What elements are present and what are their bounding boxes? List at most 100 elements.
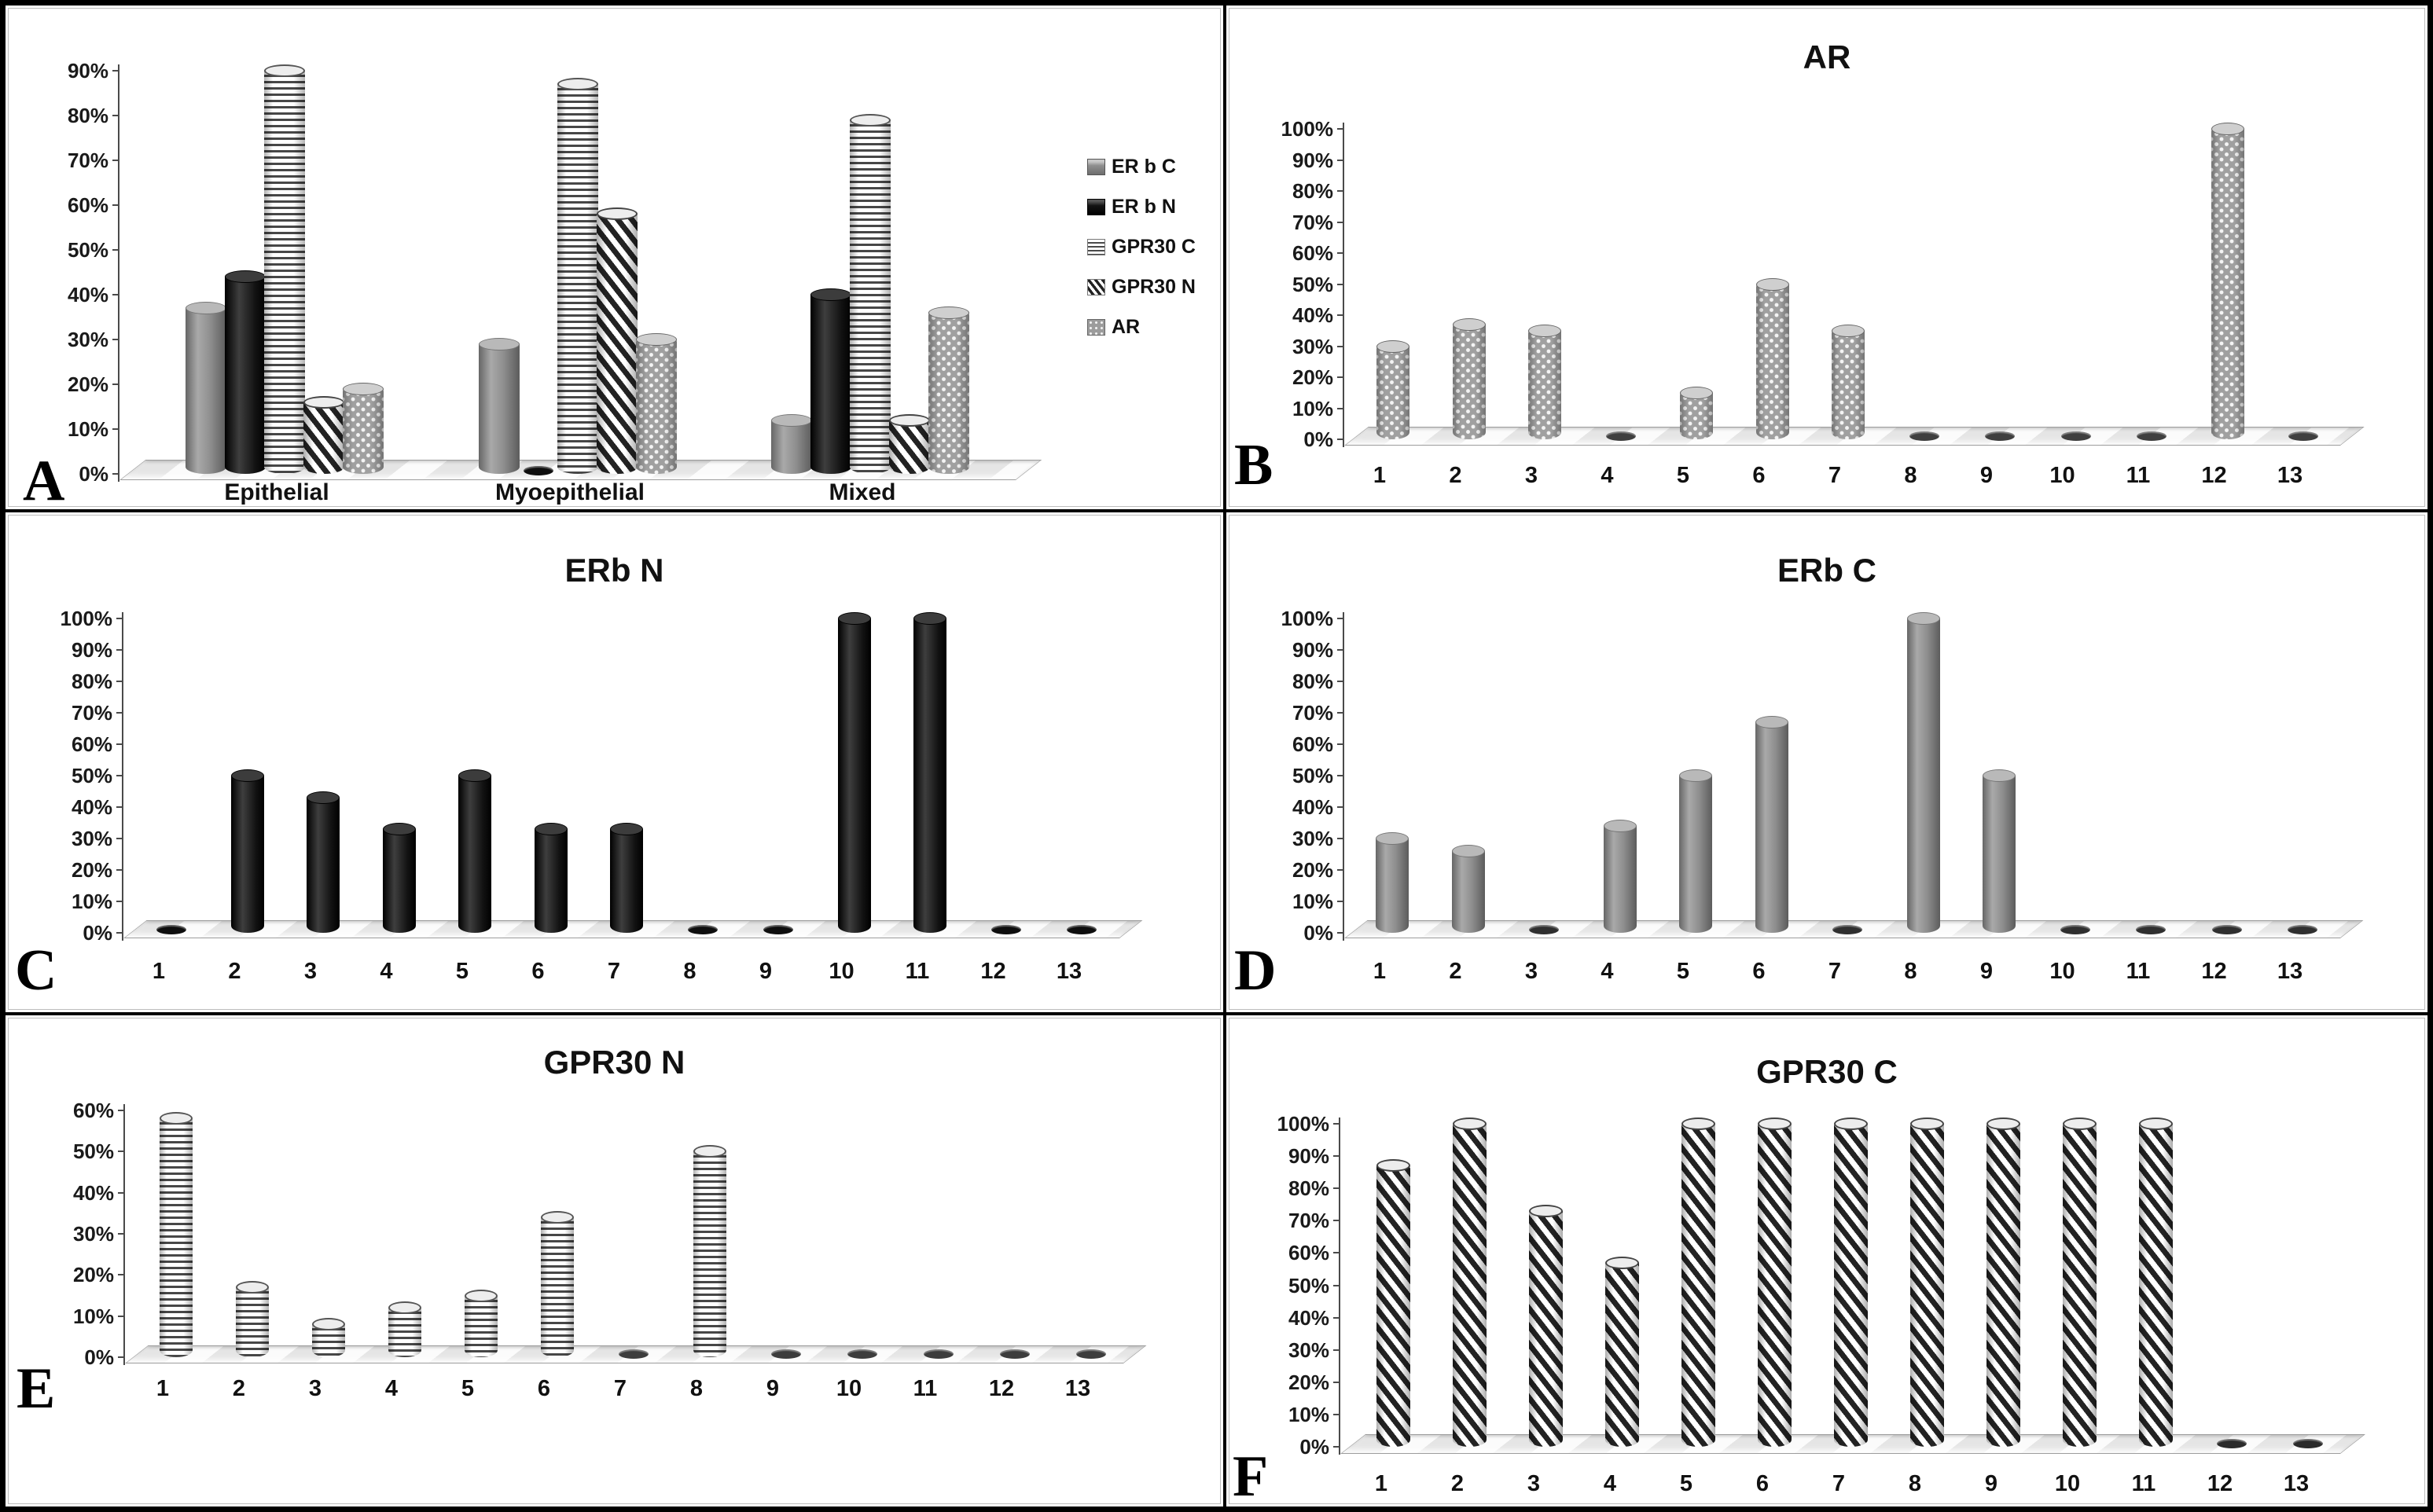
x-axis-tick-label: 4 xyxy=(1601,959,1614,984)
cylinder-bar-top xyxy=(693,1145,726,1158)
x-axis-tick-label: 1 xyxy=(1374,1471,1388,1496)
y-axis-tick-mark xyxy=(1333,1413,1340,1415)
y-axis-tick-mark xyxy=(1333,1187,1340,1190)
y-axis-line xyxy=(1339,1117,1340,1455)
x-axis-tick-label: 10 xyxy=(2049,959,2075,984)
y-axis-tick-label: 0% xyxy=(84,1345,114,1369)
cylinder-bar xyxy=(264,64,305,474)
cylinder-bar-top xyxy=(1679,769,1712,782)
cylinder-bar-top xyxy=(1906,612,1940,625)
cylinder-bar-top xyxy=(303,395,344,409)
panel-c: ERb N 0% 10% 20% 30% 40% 50% 60% 70% 80% 90% 100% 1… xyxy=(4,511,1225,1014)
x-axis-tick-label: 9 xyxy=(1979,959,1994,984)
x-axis-tick-label: 7 xyxy=(1828,463,1842,488)
cylinder-bar xyxy=(160,1112,193,1357)
panel-letter-e: E xyxy=(17,1356,56,1421)
y-axis-tick-mark xyxy=(118,1315,125,1317)
y-axis-line xyxy=(1343,612,1344,941)
cylinder-bar xyxy=(343,382,384,474)
cylinder-bar xyxy=(557,78,598,474)
cylinder-bar-top xyxy=(1452,317,1486,331)
y-axis-tick-mark xyxy=(1333,1284,1340,1286)
zero-value-marker xyxy=(2217,1439,2247,1448)
cylinder-bar xyxy=(236,1281,269,1357)
legend-item: ER b N xyxy=(1087,195,1176,218)
y-axis-tick-label: 30% xyxy=(1292,827,1333,850)
cylinder-bar-top xyxy=(264,64,305,77)
x-axis-tick-label: 2 xyxy=(1449,463,1462,488)
cylinder-bar-top xyxy=(1983,769,2016,782)
y-axis-tick-label: 100% xyxy=(1277,1112,1330,1136)
cylinder-bar-top xyxy=(534,823,568,835)
cylinder-bar xyxy=(850,113,891,474)
zero-value-marker xyxy=(2293,1439,2323,1448)
x-axis-tick-label: 1 xyxy=(1373,463,1387,488)
x-axis-tick-label: 8 xyxy=(683,959,696,984)
y-axis-tick-mark xyxy=(116,806,123,808)
cylinder-bar xyxy=(610,823,643,933)
cylinder-bar xyxy=(465,1289,498,1357)
cylinder-bar xyxy=(458,769,491,933)
y-axis-tick-label: 100% xyxy=(1281,117,1334,141)
y-axis-tick-label: 100% xyxy=(60,607,113,630)
x-axis-tick-label: 3 xyxy=(308,1376,322,1401)
x-axis-tick-label: 3 xyxy=(1527,1471,1541,1496)
cylinder-bar-top xyxy=(1909,1117,1944,1130)
cylinder-bar xyxy=(312,1318,345,1357)
zero-value-marker xyxy=(847,1349,877,1359)
cylinder-bar xyxy=(1452,1117,1487,1447)
x-axis-tick-label: 11 xyxy=(2126,463,2151,488)
y-axis-tick-mark xyxy=(1337,681,1344,682)
chart-plot-c: 0% 10% 20% 30% 40% 50% 60% 70% 80% 90% 100% 1 2 3 4 5 6 7… xyxy=(6,512,1223,1012)
cylinder-bar xyxy=(307,791,340,933)
x-axis-tick-label: 13 xyxy=(2277,463,2303,488)
y-axis-tick-label: 40% xyxy=(71,795,112,819)
y-axis-tick-label: 10% xyxy=(1292,396,1333,420)
zero-value-marker xyxy=(2060,925,2090,934)
zero-value-marker xyxy=(1909,431,1939,441)
cylinder-bar xyxy=(837,612,871,933)
y-axis-tick-mark xyxy=(1337,407,1344,409)
y-axis-tick-mark xyxy=(116,649,123,651)
y-axis-tick-mark xyxy=(116,838,123,839)
x-axis-tick-label: 4 xyxy=(1603,1471,1617,1496)
y-axis-tick-label: 0% xyxy=(1303,921,1333,945)
chart-plot-a: 0% 10% 20% 30% 40% 50% 60% 70% 80% 90% Epithelial M… xyxy=(6,6,1223,509)
y-axis-tick-mark xyxy=(1337,618,1344,619)
y-axis-line xyxy=(118,64,119,482)
cylinder-bar xyxy=(771,413,812,474)
cylinder-bar xyxy=(1909,1117,1944,1447)
legend-item-label: ER b N xyxy=(1112,195,1176,218)
y-axis-tick-mark xyxy=(1337,869,1344,871)
cylinder-bar xyxy=(534,823,568,933)
cylinder-bar xyxy=(2138,1117,2173,1447)
zero-value-marker xyxy=(156,925,186,934)
y-axis-tick-label: 40% xyxy=(67,283,108,306)
y-axis-tick-mark xyxy=(118,1191,125,1194)
x-axis-tick-label: 2 xyxy=(1450,1471,1465,1496)
y-axis-tick-label: 80% xyxy=(71,670,112,693)
y-axis-tick-mark xyxy=(1337,221,1344,223)
legend-item-label: GPR30 N xyxy=(1112,275,1196,298)
cylinder-bar-top xyxy=(557,78,598,91)
cylinder-bar-top xyxy=(2062,1117,2097,1130)
x-axis-tick-label: 2 xyxy=(228,959,241,984)
y-axis-tick-mark xyxy=(1337,743,1344,745)
x-axis-tick-label: 4 xyxy=(384,1376,399,1401)
cylinder-bar xyxy=(388,1301,421,1357)
y-axis-tick-label: 50% xyxy=(71,764,112,787)
zero-value-marker xyxy=(1605,431,1636,441)
cylinder-bar-top xyxy=(837,612,871,625)
legend-swatch-solid-gray xyxy=(1087,158,1105,175)
x-axis-tick-label: 2 xyxy=(232,1376,246,1401)
y-axis-tick-label: 20% xyxy=(1288,1370,1329,1394)
cylinder-bar-top xyxy=(850,113,891,127)
y-axis-tick-label: 80% xyxy=(1292,670,1333,693)
cylinder-bar-top xyxy=(2138,1117,2173,1130)
zero-value-marker xyxy=(990,925,1021,934)
panel-letter-b: B xyxy=(1234,433,1273,497)
y-axis-tick-mark xyxy=(1333,1252,1340,1254)
cylinder-bar-top xyxy=(636,333,677,346)
y-axis-tick-label: 10% xyxy=(67,417,108,441)
cylinder-bar xyxy=(1603,820,1637,933)
